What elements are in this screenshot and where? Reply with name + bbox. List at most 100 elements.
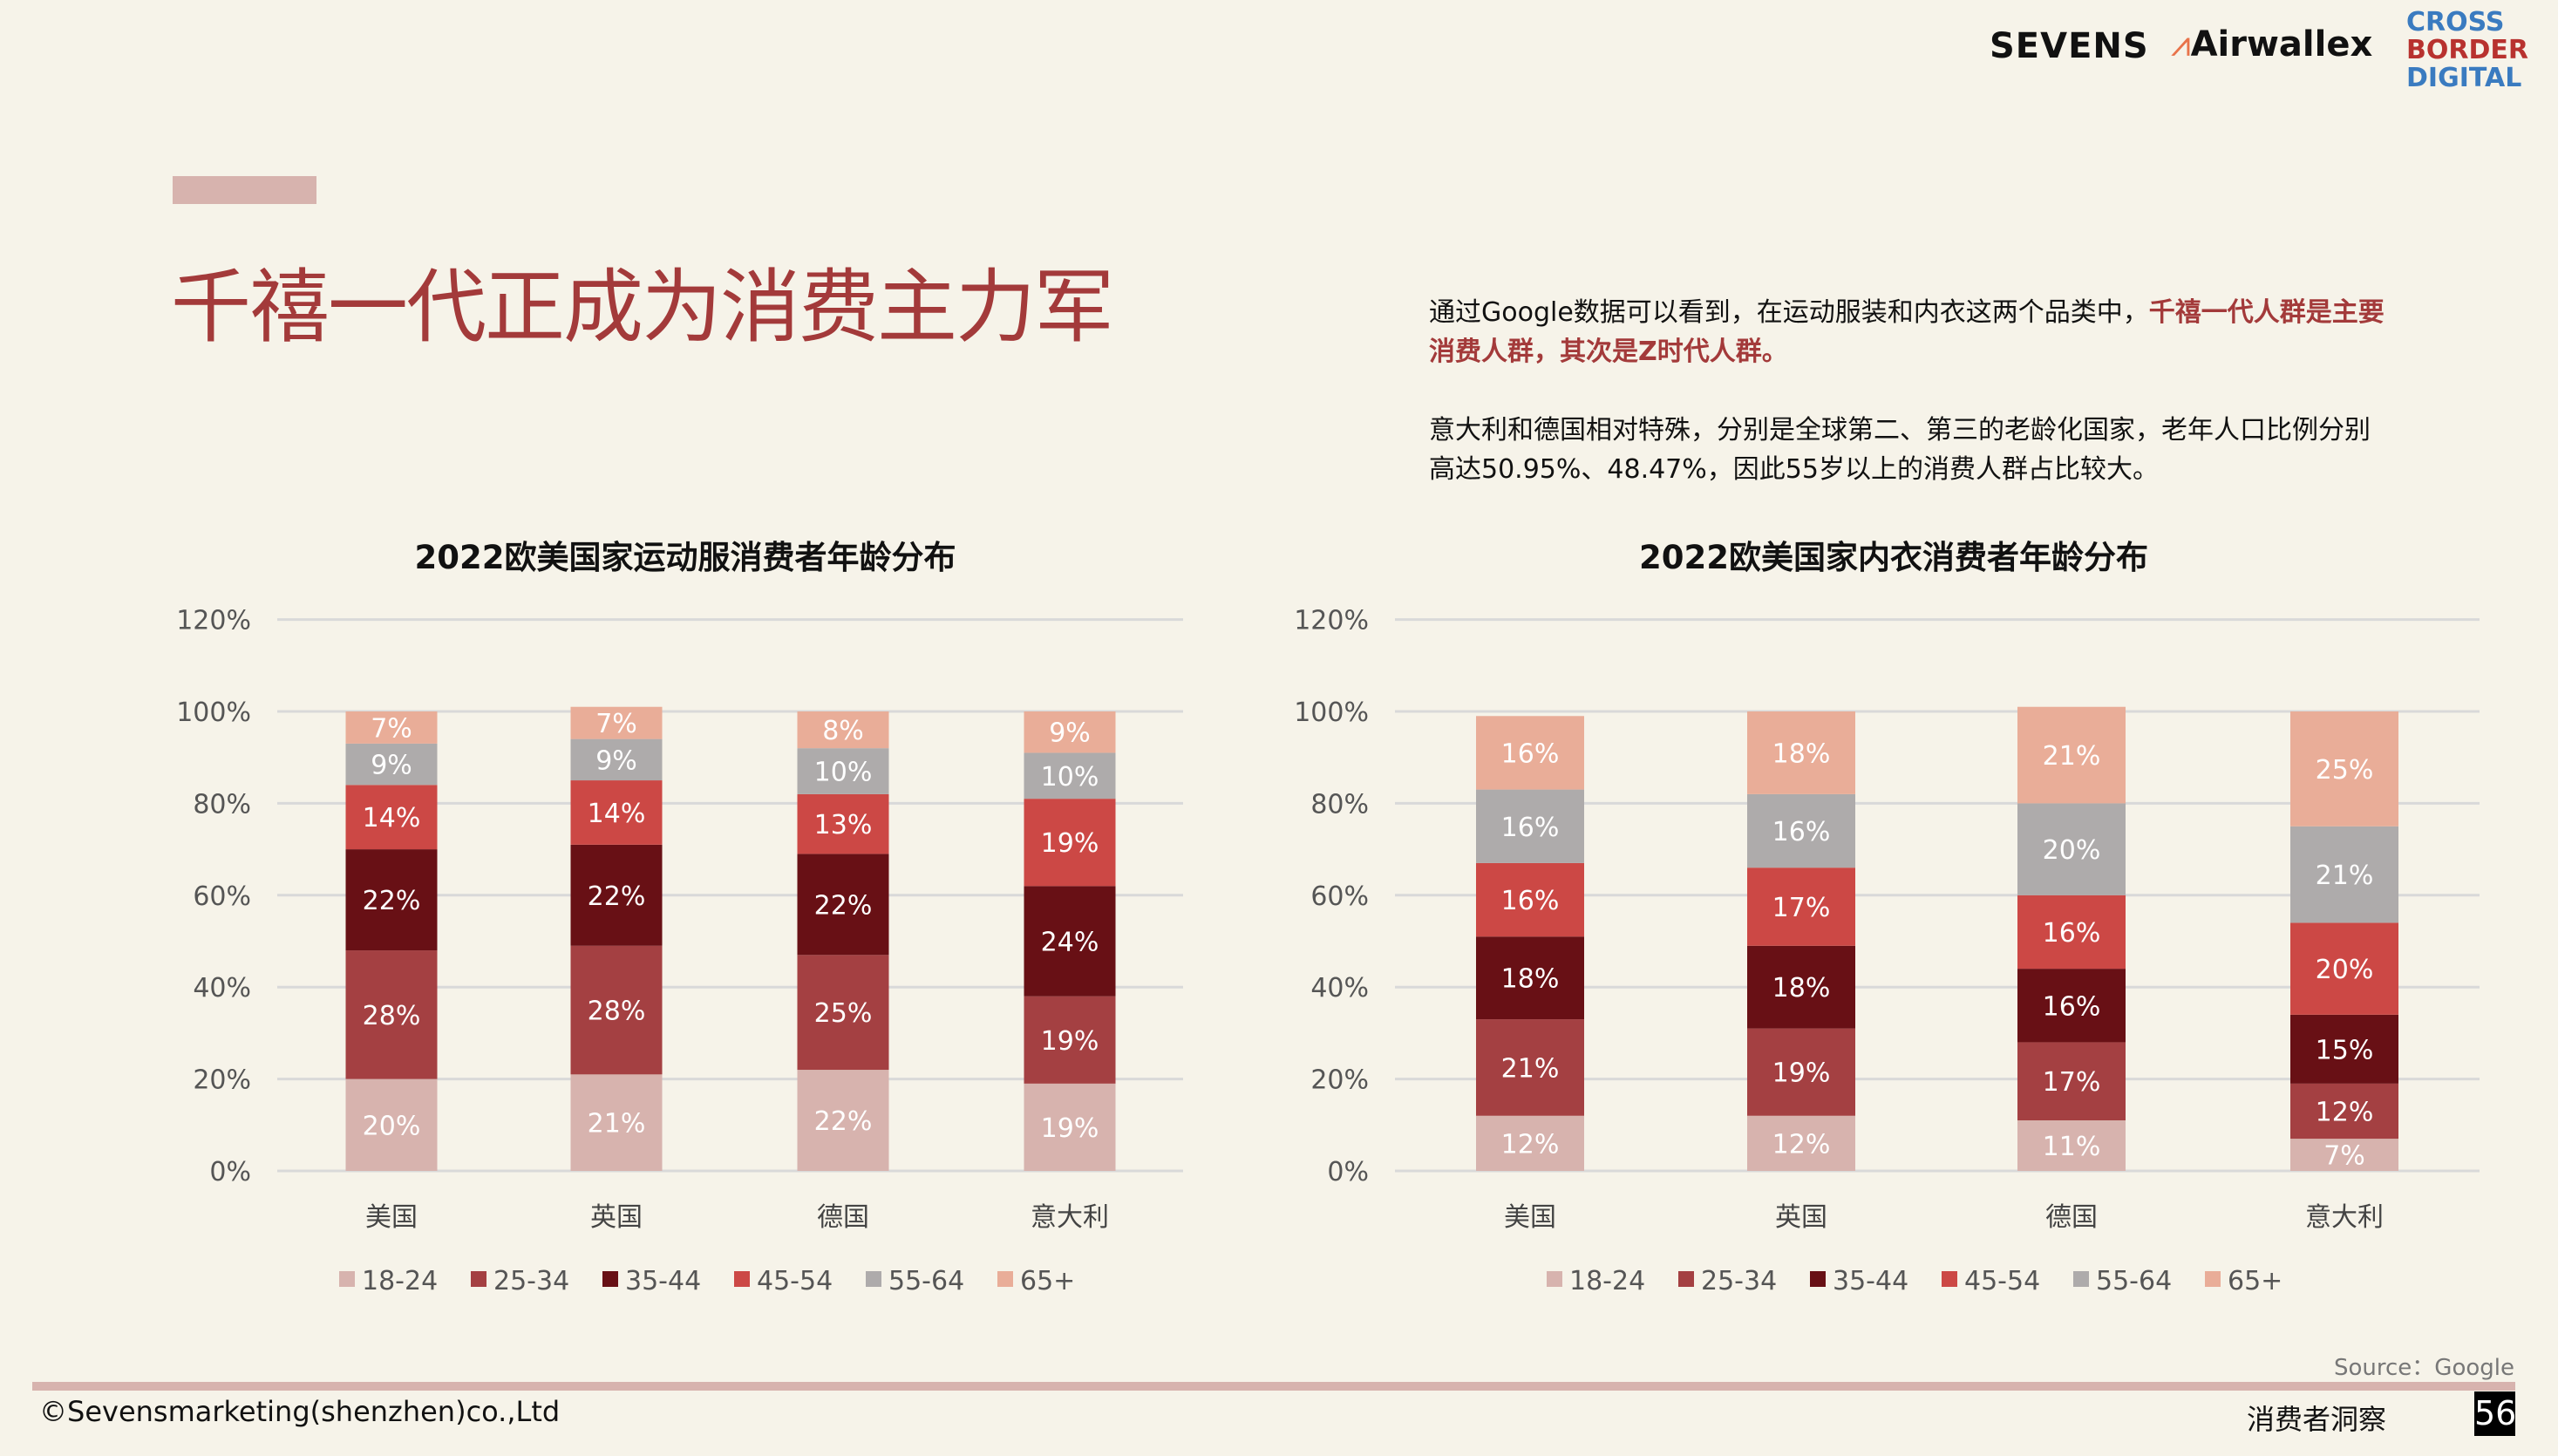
bar-segment-18-24	[2290, 1139, 2398, 1171]
bar-segment-35-44	[2017, 969, 2126, 1043]
bar-segment-55-64	[2290, 826, 2398, 923]
legend-swatch-35-44	[602, 1271, 618, 1287]
legend-swatch-65+	[997, 1271, 1013, 1287]
legend-swatch-18-24	[339, 1271, 355, 1287]
x-category-label: 意大利	[1031, 1202, 1109, 1233]
legend-label: 45-54	[1964, 1266, 2040, 1296]
x-category-label: 英国	[590, 1202, 643, 1233]
bar-segment-25-34	[2017, 1042, 2126, 1121]
legend-swatch-45-54	[734, 1271, 750, 1287]
bar-segment-65+	[2290, 711, 2398, 827]
source-note: Source：Google	[2334, 1355, 2514, 1381]
data-label: 7%	[595, 709, 637, 739]
data-label: 15%	[2316, 1035, 2374, 1065]
copyright: ©Sevensmarketing(shenzhen)co.,Ltd	[39, 1395, 561, 1428]
data-label: 10%	[814, 758, 873, 788]
y-tick-label: 120%	[1294, 606, 1369, 636]
data-label: 21%	[588, 1109, 646, 1140]
bar-segment-18-24	[2017, 1120, 2126, 1171]
y-tick-label: 40%	[1310, 973, 1369, 1004]
bar-segment-55-64	[570, 738, 663, 781]
bar-segment-25-34	[2290, 1083, 2398, 1140]
bar-segment-25-34	[570, 945, 663, 1075]
airwallex-mark-icon: ⩘	[2171, 24, 2191, 65]
y-tick-label: 60%	[1310, 881, 1369, 912]
data-label: 20%	[363, 1111, 421, 1141]
footer-divider	[32, 1382, 2515, 1391]
data-label: 13%	[814, 810, 873, 840]
data-label: 12%	[1772, 1129, 1831, 1160]
data-label: 9%	[1049, 718, 1091, 749]
title-accent-bar	[173, 176, 316, 204]
legend-label: 25-34	[493, 1266, 569, 1296]
data-label: 21%	[1501, 1053, 1560, 1084]
data-label: 17%	[2043, 1067, 2101, 1098]
data-label: 18%	[1501, 964, 1560, 995]
legend-swatch-18-24	[1547, 1271, 1562, 1287]
bar-segment-45-54	[1024, 799, 1116, 887]
legend-swatch-55-64	[866, 1271, 881, 1287]
bar-segment-18-24	[797, 1070, 889, 1171]
bar-segment-45-54	[1476, 862, 1584, 937]
data-label: 19%	[1772, 1058, 1831, 1089]
description: 通过Google数据可以看到，在运动服装和内衣这两个品类中，千禧一代人群是主要消…	[1429, 293, 2388, 528]
legend-swatch-55-64	[2073, 1271, 2089, 1287]
data-label: 19%	[1041, 1113, 1099, 1144]
cross-border-digital-logo: CROSS BORDER DIGITAL	[2406, 9, 2528, 92]
bar-segment-35-44	[2290, 1014, 2398, 1084]
y-tick-label: 80%	[193, 789, 251, 820]
description-highlight: 千禧一代人群是主要消费人群，其次是Z时代人群。	[1429, 297, 2385, 367]
bar-segment-65+	[345, 711, 438, 744]
data-label: 12%	[1501, 1129, 1560, 1160]
bar-segment-55-64	[1747, 793, 1855, 868]
bar-segment-35-44	[345, 849, 438, 951]
bar-segment-45-54	[570, 780, 663, 845]
x-category-label: 德国	[2045, 1202, 2098, 1233]
y-tick-label: 20%	[193, 1065, 251, 1096]
data-label: 19%	[1041, 828, 1099, 859]
y-tick-label: 100%	[1294, 697, 1369, 728]
data-label: 14%	[363, 803, 421, 833]
description-paragraph-1: 通过Google数据可以看到，在运动服装和内衣这两个品类中，千禧一代人群是主要消…	[1429, 293, 2388, 371]
bar-segment-45-54	[797, 793, 889, 854]
data-label: 20%	[2043, 835, 2101, 866]
logo-line-1: CROSS	[2406, 7, 2505, 37]
bar-segment-35-44	[1476, 936, 1584, 1020]
chart-title: 2022欧美国家内衣消费者年龄分布	[1639, 539, 2148, 576]
x-category-label: 美国	[365, 1202, 418, 1233]
airwallex-wordmark: Airwallex	[2190, 24, 2373, 65]
bar-segment-45-54	[2290, 922, 2398, 1015]
data-label: 16%	[1501, 813, 1560, 843]
legend-label: 65+	[2228, 1266, 2282, 1296]
bar-segment-65+	[797, 711, 889, 749]
data-label: 8%	[822, 716, 864, 746]
bar-segment-35-44	[570, 844, 663, 946]
data-label: 25%	[2316, 755, 2374, 786]
bar-segment-18-24	[1476, 1115, 1584, 1171]
x-category-label: 美国	[1504, 1202, 1556, 1233]
bar-segment-25-34	[345, 950, 438, 1079]
bar-segment-35-44	[1747, 945, 1855, 1029]
bar-segment-18-24	[1024, 1083, 1116, 1171]
chart-title: 2022欧美国家运动服消费者年龄分布	[415, 539, 956, 576]
legend-label: 35-44	[1833, 1266, 1908, 1296]
legend-label: 18-24	[362, 1266, 438, 1296]
bar-segment-65+	[1747, 711, 1855, 794]
data-label: 24%	[1041, 928, 1099, 958]
legend-label: 35-44	[625, 1266, 701, 1296]
logo-line-2: BORDER	[2406, 35, 2528, 65]
data-label: 7%	[371, 713, 412, 744]
bar-segment-55-64	[345, 743, 438, 786]
data-label: 9%	[595, 745, 637, 776]
data-label: 19%	[1041, 1026, 1099, 1057]
data-label: 16%	[1501, 886, 1560, 916]
legend-label: 45-54	[757, 1266, 833, 1296]
logo-line-3: DIGITAL	[2406, 63, 2522, 93]
bar-segment-65+	[1024, 711, 1116, 753]
y-tick-label: 120%	[176, 606, 251, 636]
bar-segment-35-44	[1024, 886, 1116, 997]
bar-segment-65+	[1476, 716, 1584, 790]
data-label: 16%	[1501, 738, 1560, 769]
y-tick-label: 100%	[176, 697, 251, 728]
